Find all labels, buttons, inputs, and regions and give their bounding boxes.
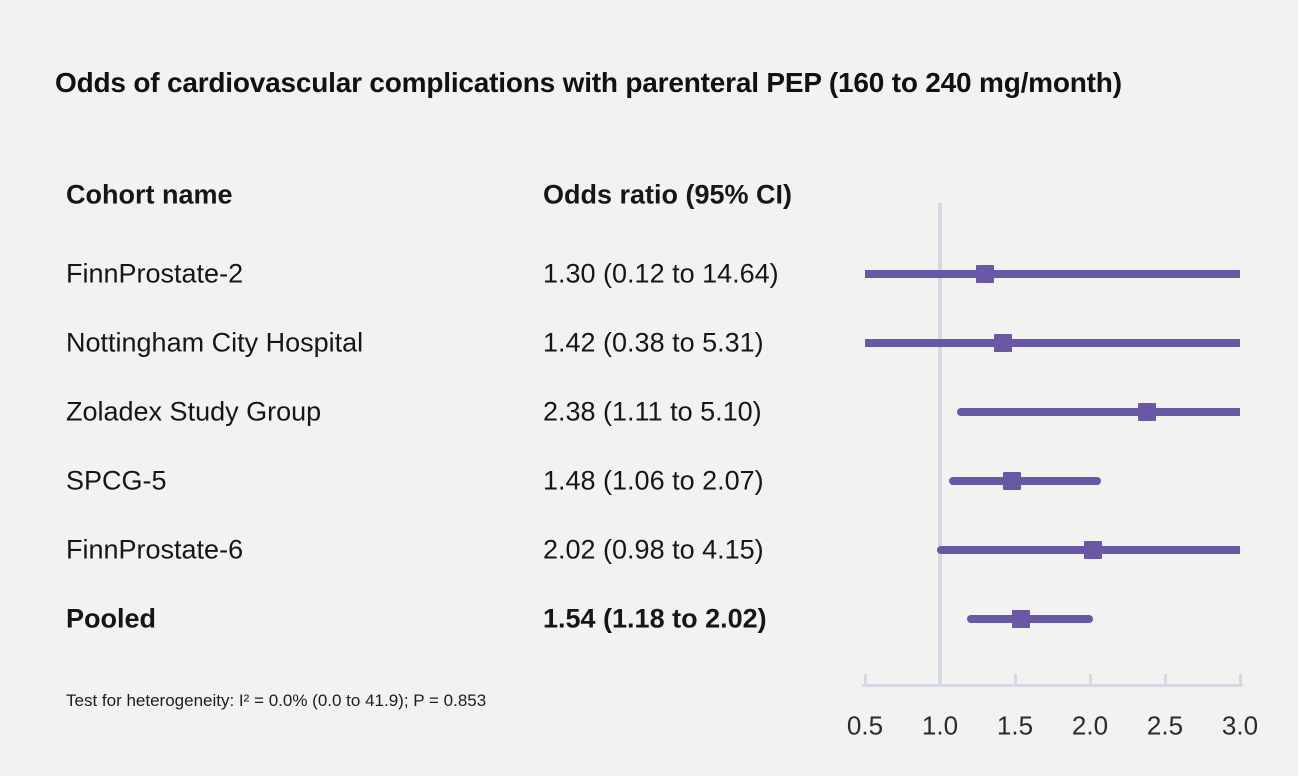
odds-ratio-marker <box>1084 541 1102 559</box>
x-axis-tick <box>1238 674 1242 684</box>
x-axis-tick-label: 2.5 <box>1146 710 1184 741</box>
x-axis-tick <box>1088 674 1092 684</box>
odds-ratio-value: 2.02 (0.98 to 4.15) <box>543 534 764 565</box>
odds-ratio-value: 1.42 (0.38 to 5.31) <box>543 327 764 358</box>
heterogeneity-note: Test for heterogeneity: I² = 0.0% (0.0 t… <box>66 691 487 710</box>
confidence-interval-line <box>949 477 1101 485</box>
confidence-interval-line <box>956 408 1240 416</box>
odds-ratio-value: 1.54 (1.18 to 2.02) <box>543 603 767 634</box>
odds-ratio-marker <box>976 265 994 283</box>
cohort-name: Nottingham City Hospital <box>66 327 364 358</box>
cohort-name: FinnProstate-6 <box>66 534 244 565</box>
odds-ratio-marker <box>1003 472 1021 490</box>
odds-ratio-value: 1.30 (0.12 to 14.64) <box>543 258 779 289</box>
odds-ratio-value: 2.38 (1.11 to 5.10) <box>543 396 762 427</box>
x-axis-tick-label: 1.5 <box>996 710 1034 741</box>
x-axis-tick-label: 0.5 <box>846 710 884 741</box>
confidence-interval-line <box>865 339 1240 347</box>
x-axis-line <box>862 684 1243 687</box>
cohort-name: SPCG-5 <box>66 465 167 496</box>
chart-title: Odds of cardiovascular complications wit… <box>55 67 1122 98</box>
x-axis-tick <box>863 674 867 684</box>
x-axis-tick <box>938 674 942 684</box>
x-axis-tick-label: 3.0 <box>1221 710 1259 741</box>
reference-line <box>938 203 942 687</box>
odds-column-header: Odds ratio (95% CI) <box>543 179 793 210</box>
cohort-column-header: Cohort name <box>66 179 233 210</box>
cohort-name: Zoladex Study Group <box>66 396 322 427</box>
x-axis-tick <box>1163 674 1167 684</box>
x-axis-tick <box>1013 674 1017 684</box>
cohort-name: FinnProstate-2 <box>66 258 244 289</box>
odds-ratio-value: 1.48 (1.06 to 2.07) <box>543 465 764 496</box>
cohort-name: Pooled <box>66 603 157 634</box>
odds-ratio-marker <box>994 334 1012 352</box>
x-axis-tick-label: 1.0 <box>921 710 959 741</box>
x-axis-tick-label: 2.0 <box>1071 710 1109 741</box>
confidence-interval-line <box>967 615 1093 623</box>
odds-ratio-marker <box>1012 610 1030 628</box>
odds-ratio-marker <box>1138 403 1156 421</box>
confidence-interval-line <box>865 270 1240 278</box>
